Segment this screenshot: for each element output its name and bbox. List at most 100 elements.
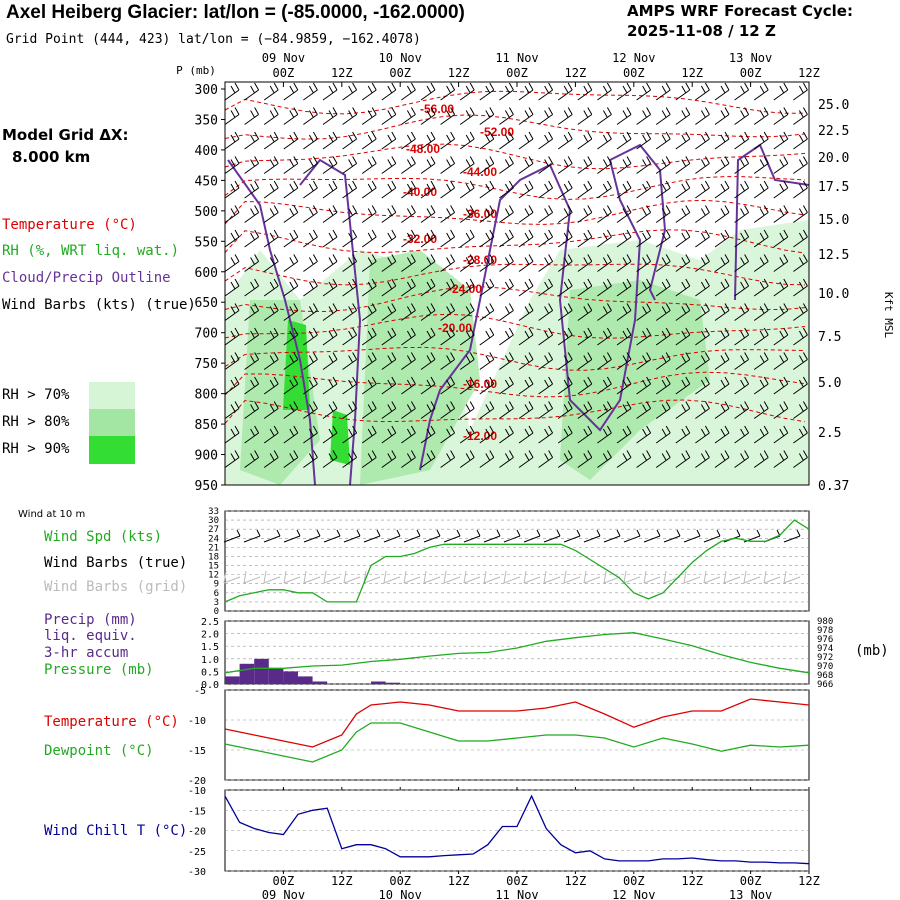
wind-barb <box>401 425 416 444</box>
wind-barb <box>636 180 652 199</box>
wind-barb <box>577 131 593 150</box>
wind-barb <box>244 303 260 321</box>
wind-barb <box>636 401 652 419</box>
wind-barb <box>753 327 769 346</box>
wind-barb <box>381 352 397 370</box>
wind-barb <box>420 131 436 150</box>
wind-barb <box>675 254 691 272</box>
legend-pressure: Pressure (mb) <box>44 662 154 678</box>
wind-barb <box>793 303 808 321</box>
wind-barb <box>714 401 730 419</box>
wind-barb <box>773 401 789 419</box>
rh80-region <box>360 250 480 485</box>
wind-barb <box>616 376 632 395</box>
cloud-outline <box>419 143 667 471</box>
wind-barb <box>616 327 632 346</box>
wind-barb <box>753 254 769 272</box>
wind-barb <box>381 450 397 468</box>
precip-bar <box>298 676 313 684</box>
wind-barb <box>224 352 240 370</box>
wind-barb <box>616 82 632 101</box>
wind-barb <box>440 425 456 444</box>
height-tick-label: 15.0 <box>818 213 849 228</box>
wind-barb <box>342 180 358 199</box>
wind-barb <box>342 352 358 370</box>
wind10-grid-barb <box>263 570 281 584</box>
wind-barb <box>401 376 416 395</box>
legend-wind-chill: Wind Chill T (°C) <box>44 823 188 839</box>
wind-barb <box>675 82 691 101</box>
wind-barb <box>714 131 730 150</box>
wind-barb <box>342 82 358 101</box>
wind10-barb <box>503 529 521 543</box>
wind-barb <box>499 401 514 419</box>
wind-barb <box>440 229 456 248</box>
wind-barb <box>224 229 240 248</box>
wind-barb <box>459 376 475 395</box>
wind-barb <box>401 303 416 321</box>
wind-barb <box>263 205 279 223</box>
cycle-label: AMPS WRF Forecast Cycle: <box>627 2 853 20</box>
wind-barb <box>303 180 318 199</box>
wind-barb <box>675 352 691 370</box>
precip-tick-label: 0.5 <box>201 667 219 678</box>
wind-tick-label: 15 <box>208 562 219 572</box>
wind-barb <box>459 131 475 150</box>
isotherm-line <box>224 176 806 200</box>
wind-barb <box>420 327 436 346</box>
wind-barb <box>538 131 554 150</box>
model-grid-label: Model Grid ΔX: <box>2 126 129 144</box>
wind-barb <box>322 425 338 444</box>
wind-barb <box>361 156 377 174</box>
wind-barb <box>342 450 358 468</box>
bottom-hour-tick: 00Z <box>273 874 295 888</box>
precip-bar <box>254 658 269 684</box>
wind-barb <box>303 401 318 419</box>
wind-barb <box>401 327 416 346</box>
wind10-barb <box>443 529 461 543</box>
height-tick-label: 25.0 <box>818 98 849 113</box>
wind-barb <box>577 205 593 223</box>
wind-barb <box>224 303 240 321</box>
wind-barb <box>283 205 299 223</box>
y-axis-title-height: Kft MSL <box>882 292 895 339</box>
wind10-grid-barb <box>423 570 441 584</box>
wind-barb <box>244 352 260 370</box>
isotherm-line <box>224 399 806 424</box>
wind-barb <box>420 82 436 101</box>
pressure-tick-label: 350 <box>195 113 218 128</box>
wind-barb <box>283 352 299 370</box>
top-hour-tick: 12Z <box>681 66 703 80</box>
wind-barb <box>695 278 710 297</box>
wind-barb <box>224 278 240 297</box>
wind-barb <box>557 450 573 468</box>
wind-barb <box>342 303 358 321</box>
wind-barb <box>793 205 808 223</box>
wind-barb <box>577 450 593 468</box>
wind-barb <box>244 254 260 272</box>
wind-barb <box>322 303 338 321</box>
wind-tick-label: 12 <box>208 571 219 581</box>
wind-barb <box>244 156 260 174</box>
height-tick-label: 22.5 <box>818 124 849 139</box>
wind-barb <box>342 401 358 419</box>
wind10-grid-barb <box>343 570 361 584</box>
wind-barb <box>440 131 456 150</box>
wind-barb <box>440 254 456 272</box>
wind-barb <box>753 156 769 174</box>
wind-barb <box>518 450 534 468</box>
wind-barb <box>597 450 612 468</box>
wind-barb <box>597 425 612 444</box>
pressure-tick-label: 700 <box>195 327 218 342</box>
wind-barb <box>479 450 495 468</box>
wind-barb <box>499 303 514 321</box>
wind-barb <box>714 450 730 468</box>
wind-tick-label: 9 <box>214 580 219 590</box>
wind-barb <box>675 376 691 395</box>
wind-barb <box>361 327 377 346</box>
wind-barb <box>695 131 710 150</box>
wind-barb <box>224 425 240 444</box>
wind10-barb <box>483 529 501 543</box>
wind-barb <box>793 156 808 174</box>
precip-panel-frame <box>224 620 810 685</box>
